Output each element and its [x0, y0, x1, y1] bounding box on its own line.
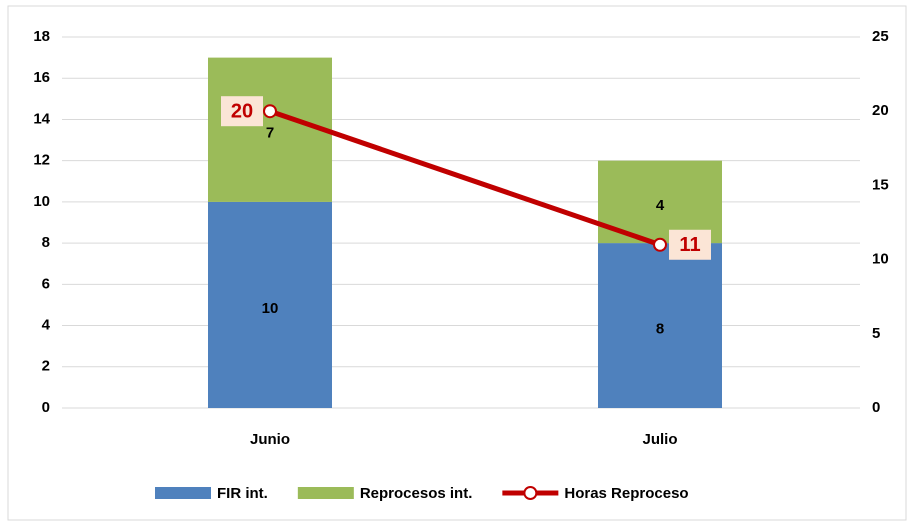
- data-label: 8: [656, 321, 664, 338]
- line-marker: [653, 237, 667, 252]
- legend-swatch: [155, 487, 211, 499]
- y-tick-label: 0: [42, 399, 50, 416]
- legend-label: Reprocesos int.: [360, 485, 473, 502]
- y2-tick-label: 0: [872, 399, 880, 416]
- y-tick-label: 8: [42, 234, 50, 251]
- chart-border: [7, 5, 907, 521]
- bar-segment: [208, 201, 332, 408]
- legend-marker: [523, 486, 538, 500]
- legend-swatch: [297, 487, 354, 499]
- x-tick-label: Junio: [250, 431, 290, 448]
- bar-segment: [208, 57, 332, 202]
- y-tick-label: 4: [42, 317, 51, 334]
- bar-segment: [598, 243, 722, 408]
- x-tick-label: Julio: [642, 431, 677, 448]
- data-label: 20: [231, 100, 253, 122]
- line-series: [269, 108, 661, 248]
- y-tick-label: 6: [42, 275, 50, 292]
- data-label: 7: [266, 125, 274, 142]
- data-label: 4: [656, 197, 665, 214]
- y2-tick-label: 15: [872, 176, 889, 193]
- y-tick-label: 18: [33, 28, 50, 45]
- data-label: 11: [679, 234, 700, 256]
- y-tick-label: 2: [42, 358, 50, 375]
- y-tick-label: 14: [33, 110, 50, 127]
- y-tick-label: 16: [33, 69, 50, 86]
- data-label-box: [669, 229, 711, 260]
- y-tick-label: 12: [33, 152, 50, 169]
- y2-tick-label: 10: [872, 251, 889, 268]
- y-tick-label: 10: [33, 193, 50, 210]
- y2-tick-label: 20: [872, 102, 889, 119]
- data-label: 10: [262, 300, 279, 317]
- y2-tick-label: 25: [872, 28, 889, 45]
- y2-tick-label: 5: [872, 325, 880, 342]
- legend-label: FIR int.: [217, 485, 268, 502]
- line-marker: [263, 104, 277, 119]
- legend-label: Horas Reproceso: [564, 485, 688, 502]
- data-label-box: [221, 96, 263, 127]
